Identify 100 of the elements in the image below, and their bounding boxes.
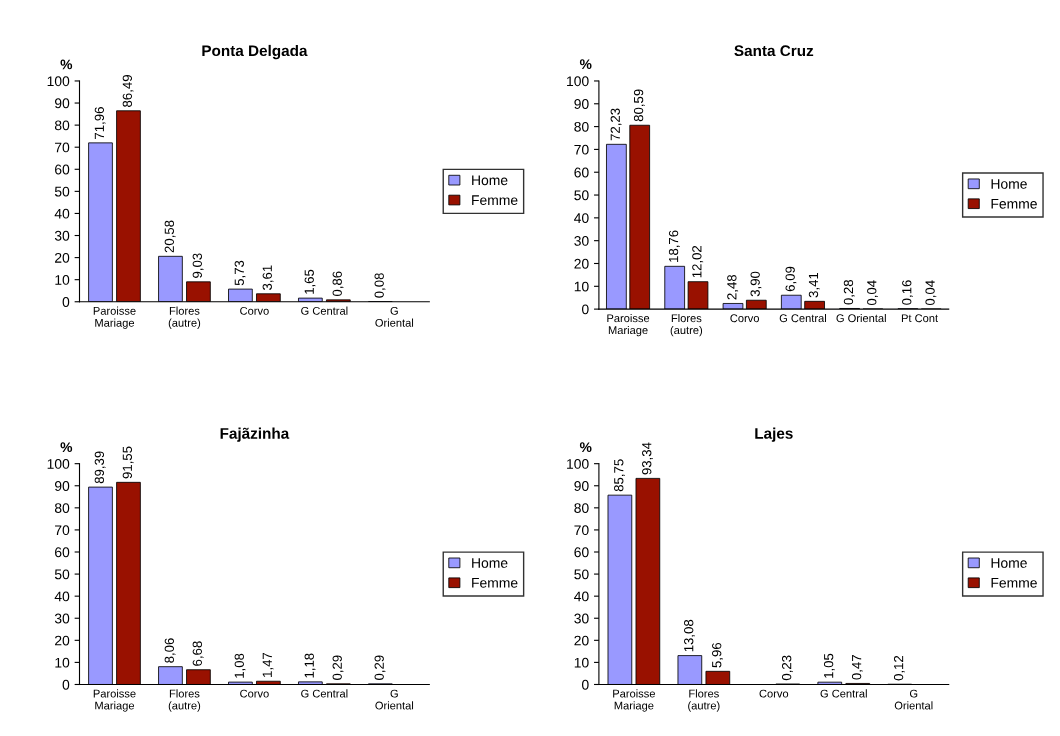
y-tick-label: 30 xyxy=(574,236,589,246)
data-label: 71,96 xyxy=(94,107,106,139)
legend-label: Home xyxy=(472,175,508,186)
data-label: 8,06 xyxy=(164,638,176,663)
data-label: 0,47 xyxy=(851,655,863,680)
y-tick-label: 70 xyxy=(574,144,589,155)
y-tick-label: 50 xyxy=(574,190,589,201)
y-axis-title: % xyxy=(579,59,592,70)
y-tick-label: 80 xyxy=(574,121,589,132)
chart-title: Lajes xyxy=(755,427,793,442)
data-label: 0,29 xyxy=(332,655,344,681)
x-tick-label: Corvo xyxy=(759,689,789,698)
x-tick-label: Flores (autre) xyxy=(168,689,201,712)
y-axis-title: % xyxy=(60,59,73,70)
y-tick-label: 70 xyxy=(574,525,589,536)
y-tick-label: 0 xyxy=(62,297,70,307)
y-tick-label: 30 xyxy=(54,230,70,241)
y-tick-label: 80 xyxy=(574,503,589,514)
y-tick-label: 60 xyxy=(574,167,589,178)
y-tick-label: 100 xyxy=(567,459,589,469)
data-label: 3,61 xyxy=(262,265,274,290)
y-tick-label: 30 xyxy=(54,613,70,624)
x-tick-label: G Oriental xyxy=(894,689,933,710)
data-label: 13,08 xyxy=(684,619,695,652)
x-tick-label: Corvo xyxy=(730,314,759,323)
x-tick-label: Pt Cont xyxy=(901,314,938,323)
data-label: 86,49 xyxy=(122,75,134,107)
y-tick-label: 10 xyxy=(574,281,589,292)
x-tick-label: Corvo xyxy=(240,689,269,698)
data-label: 2,48 xyxy=(727,274,739,300)
data-label: 0,12 xyxy=(893,655,905,681)
x-tick-label: G Central xyxy=(820,689,867,698)
legend-label: Femme xyxy=(991,578,1037,588)
data-label: 85,75 xyxy=(614,459,625,492)
x-tick-label: Paroisse Mariage xyxy=(613,689,655,712)
data-label: 0,04 xyxy=(925,280,937,306)
y-tick-label: 40 xyxy=(54,591,70,602)
chart-title: Ponta Delgada xyxy=(202,44,308,60)
legend-label: Femme xyxy=(472,195,518,206)
y-axis-title: % xyxy=(60,442,73,453)
x-tick-label: G Oriental xyxy=(836,313,886,323)
data-label: 0,23 xyxy=(781,655,793,681)
x-tick-label: G Central xyxy=(779,313,826,323)
y-tick-label: 10 xyxy=(574,657,589,668)
chart-title: Fajãzinha xyxy=(220,427,290,442)
legend-label: Home xyxy=(472,558,508,568)
data-label: 5,73 xyxy=(234,260,246,286)
data-label: 1,65 xyxy=(304,269,316,294)
data-label: 18,76 xyxy=(668,230,680,262)
data-label: 0,28 xyxy=(843,279,855,305)
data-label: 91,55 xyxy=(122,446,134,479)
y-axis-title: % xyxy=(579,442,592,453)
y-tick-label: 70 xyxy=(55,142,70,153)
y-tick-label: 20 xyxy=(55,635,70,646)
y-tick-label: 30 xyxy=(574,613,589,624)
legend-label: Femme xyxy=(472,578,518,588)
y-tick-label: 0 xyxy=(582,679,589,690)
y-tick-label: 0 xyxy=(62,679,70,690)
legend-label: Home xyxy=(991,558,1027,568)
x-tick-label: Corvo xyxy=(240,306,269,315)
data-label: 0,16 xyxy=(902,280,913,305)
y-tick-label: 80 xyxy=(54,503,70,514)
y-tick-label: 100 xyxy=(47,459,70,469)
data-label: 1,18 xyxy=(304,653,316,678)
x-tick-label: Flores (autre) xyxy=(670,313,703,337)
data-label: 3,41 xyxy=(808,272,820,298)
y-tick-label: 70 xyxy=(55,525,70,536)
data-label: 80,59 xyxy=(633,89,645,122)
data-label: 5,96 xyxy=(712,642,723,668)
data-label: 0,04 xyxy=(867,280,879,306)
y-tick-label: 40 xyxy=(54,208,70,219)
data-label: 1,05 xyxy=(823,653,835,678)
x-tick-label: G Central xyxy=(301,306,348,315)
data-label: 9,03 xyxy=(192,253,204,278)
data-label: 1,47 xyxy=(262,652,274,677)
y-tick-label: 80 xyxy=(54,120,70,131)
y-tick-label: 60 xyxy=(574,547,589,558)
x-tick-label: G Oriental xyxy=(375,306,414,327)
y-tick-label: 40 xyxy=(574,591,589,602)
y-tick-label: 90 xyxy=(54,481,70,491)
x-tick-label: Paroisse Mariage xyxy=(607,313,650,337)
y-tick-label: 50 xyxy=(54,569,70,580)
data-label: 3,90 xyxy=(750,271,762,297)
y-tick-label: 10 xyxy=(55,657,70,668)
data-label: 6,09 xyxy=(785,266,797,292)
y-tick-label: 90 xyxy=(54,98,70,109)
y-tick-label: 100 xyxy=(567,76,589,87)
y-tick-label: 20 xyxy=(574,635,589,646)
data-label: 89,39 xyxy=(94,451,106,484)
y-tick-label: 50 xyxy=(574,569,589,580)
legend-label: Home xyxy=(991,179,1027,189)
y-tick-label: 90 xyxy=(574,99,589,109)
data-label: 0,86 xyxy=(332,271,344,297)
legend-label: Femme xyxy=(991,199,1037,209)
y-tick-label: 0 xyxy=(582,304,589,315)
x-tick-label: Flores (autre) xyxy=(168,306,201,329)
data-label: 6,68 xyxy=(192,641,204,666)
x-tick-label: Paroisse Mariage xyxy=(93,689,136,712)
data-label: 0,08 xyxy=(374,273,386,298)
y-tick-label: 60 xyxy=(55,164,70,175)
